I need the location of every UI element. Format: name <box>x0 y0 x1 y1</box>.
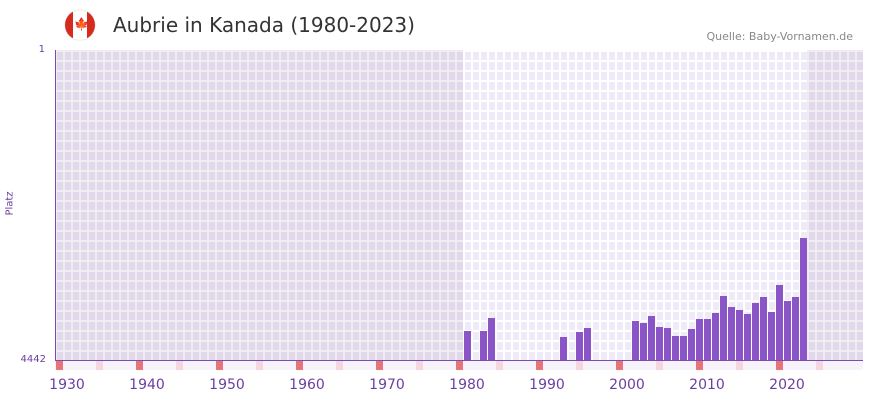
decade-marker <box>216 361 223 370</box>
bar-2015[interactable] <box>744 313 751 360</box>
x-tick-label: 2010 <box>689 377 725 393</box>
x-axis-line <box>55 360 863 361</box>
x-tick-label: 2020 <box>769 377 805 393</box>
x-tick-label: 1980 <box>449 377 485 393</box>
decade-marker <box>456 361 463 370</box>
x-tick-label: 1930 <box>49 377 85 393</box>
out-of-range-shade <box>807 50 863 360</box>
decade-marker <box>56 361 63 370</box>
x-tick-label: 2000 <box>609 377 645 393</box>
decade-marker <box>696 361 703 370</box>
bar-2012[interactable] <box>720 295 727 360</box>
decade-marker <box>816 361 823 370</box>
x-tick-label: 1940 <box>129 377 165 393</box>
x-tick-label: 1950 <box>209 377 245 393</box>
source-link[interactable]: Quelle: Baby-Vornamen.de <box>706 30 853 43</box>
bar-2004[interactable] <box>656 326 663 360</box>
bar-2022[interactable] <box>800 237 807 360</box>
year-marker-strip <box>55 361 863 370</box>
decade-marker <box>336 361 343 370</box>
decade-marker <box>136 361 143 370</box>
bar-2003[interactable] <box>648 316 655 360</box>
bar-1995[interactable] <box>584 328 591 360</box>
bar-2010[interactable] <box>704 319 711 360</box>
x-tick-label: 1990 <box>529 377 565 393</box>
bar-1992[interactable] <box>560 337 567 360</box>
bar-2009[interactable] <box>696 319 703 360</box>
bar-2018[interactable] <box>768 311 775 360</box>
bar-1994[interactable] <box>576 332 583 360</box>
bar-1982[interactable] <box>480 331 487 360</box>
decade-marker <box>296 361 303 370</box>
bar-2019[interactable] <box>776 285 783 360</box>
bar-2006[interactable] <box>672 335 679 360</box>
bar-2017[interactable] <box>760 296 767 360</box>
bar-2008[interactable] <box>688 329 695 360</box>
decade-marker <box>736 361 743 370</box>
bar-2021[interactable] <box>792 296 799 360</box>
bar-2007[interactable] <box>680 335 687 360</box>
bar-1983[interactable] <box>488 317 495 360</box>
bar-2002[interactable] <box>640 323 647 360</box>
y-tick-label: 1 <box>38 44 45 55</box>
bar-2011[interactable] <box>712 313 719 360</box>
bar-1980[interactable] <box>464 331 471 360</box>
chart-title: Aubrie in Kanada (1980-2023) <box>113 13 415 37</box>
bar-2016[interactable] <box>752 302 759 360</box>
decade-marker <box>496 361 503 370</box>
decade-marker <box>616 361 623 370</box>
y-axis-label: Platz <box>4 191 16 216</box>
bar-2013[interactable] <box>728 307 735 360</box>
plot-area <box>55 50 863 360</box>
canada-flag-icon: 🍁 <box>65 10 95 40</box>
y-axis-line <box>55 50 56 361</box>
decade-marker <box>776 361 783 370</box>
decade-marker <box>96 361 103 370</box>
bar-2020[interactable] <box>784 301 791 360</box>
bar-2014[interactable] <box>736 310 743 360</box>
x-tick-label: 1970 <box>369 377 405 393</box>
decade-marker <box>536 361 543 370</box>
decade-marker <box>176 361 183 370</box>
x-tick-label: 1960 <box>289 377 325 393</box>
bar-2005[interactable] <box>664 328 671 360</box>
y-tick-label: 4442 <box>20 354 46 365</box>
decade-marker <box>416 361 423 370</box>
out-of-range-shade <box>55 50 463 360</box>
bar-2001[interactable] <box>632 320 639 360</box>
decade-marker <box>376 361 383 370</box>
decade-marker <box>576 361 583 370</box>
decade-marker <box>256 361 263 370</box>
decade-marker <box>656 361 663 370</box>
